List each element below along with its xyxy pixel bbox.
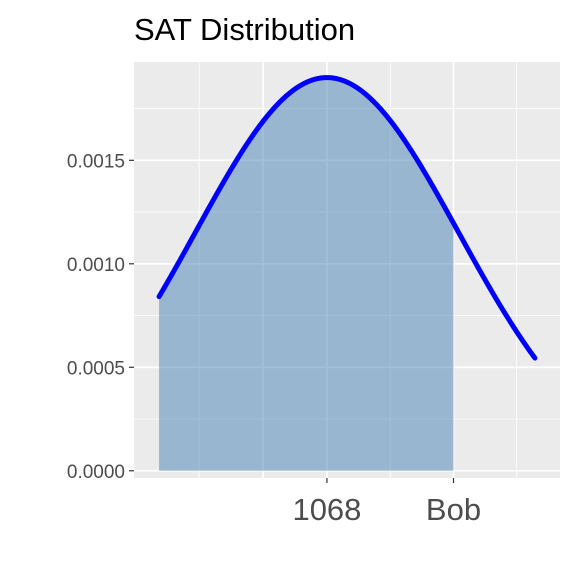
y-tick-label: 0.0010: [67, 255, 125, 276]
x-tick-label: 1068: [292, 492, 361, 527]
x-axis-ticks: 1068 Bob: [292, 478, 481, 527]
density-curve: [156, 75, 538, 361]
shaded-area: [159, 77, 454, 471]
y-axis-ticks: 0.0000 0.0005 0.0010 0.0015: [67, 151, 134, 483]
chart-title: SAT Distribution: [134, 12, 355, 47]
y-tick-label: 0.0000: [67, 462, 125, 483]
y-tick-label: 0.0005: [67, 358, 125, 379]
y-tick-label: 0.0015: [67, 151, 125, 172]
x-tick-label: Bob: [426, 492, 481, 527]
